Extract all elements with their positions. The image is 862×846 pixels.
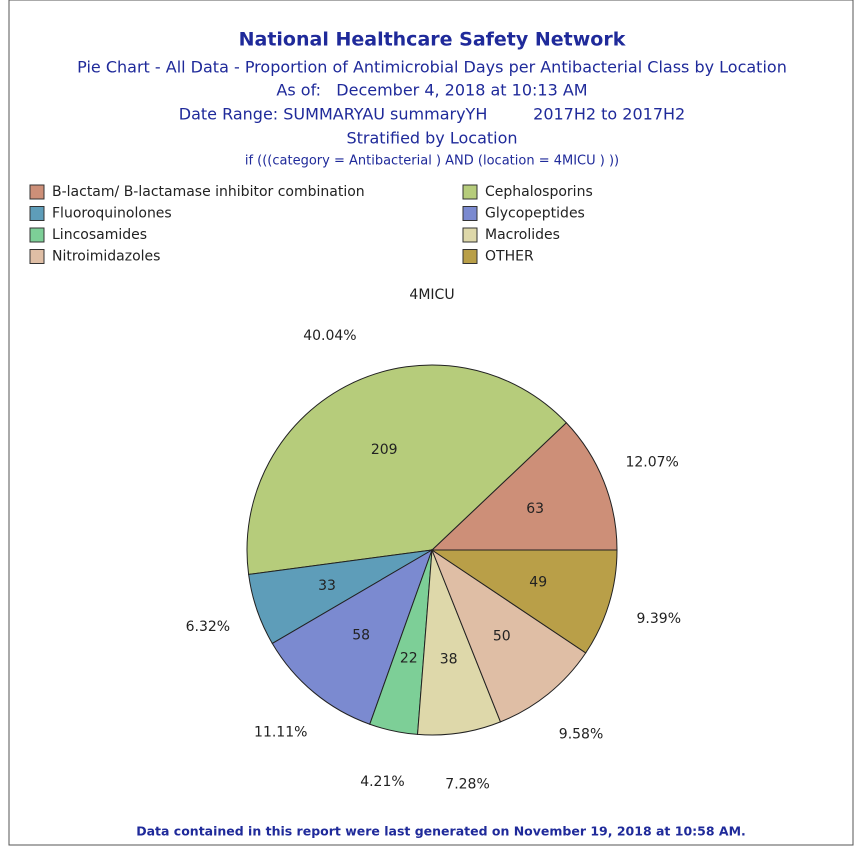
pie-title: 4MICU <box>409 287 454 303</box>
legend-label: Glycopeptides <box>485 206 585 222</box>
slice-percent-label: 9.58% <box>559 726 603 742</box>
legend-label: Cephalosporins <box>485 184 593 200</box>
slice-percent-label: 9.39% <box>637 611 681 627</box>
filter-text: if (((category = Antibacterial ) AND (lo… <box>245 154 619 169</box>
footer: Data contained in this report were last … <box>136 824 746 839</box>
subtitle: Stratified by Location <box>346 129 517 148</box>
slice-percent-label: 11.11% <box>254 724 307 740</box>
legend-label: Fluoroquinolones <box>52 206 172 222</box>
slice-percent-label: 40.04% <box>303 328 356 344</box>
legend-swatch <box>462 249 478 264</box>
slice-percent-label: 12.07% <box>625 454 678 470</box>
slice-value-label: 49 <box>529 574 547 590</box>
pie-slice <box>430 549 618 654</box>
legend-swatch <box>462 206 478 221</box>
slice-value-label: 209 <box>371 442 398 458</box>
legend-swatch <box>29 227 45 243</box>
pie-slice <box>430 422 618 551</box>
legend-swatch <box>462 227 478 243</box>
legend-label: Macrolides <box>485 227 560 243</box>
legend-swatch <box>29 184 45 200</box>
legend-swatch <box>462 184 478 200</box>
slice-percent-label: 6.32% <box>186 619 230 635</box>
slice-value-label: 22 <box>400 651 418 667</box>
subtitle: Date Range: SUMMARYAU summaryYH 2017H2 t… <box>179 105 685 124</box>
pie-slice <box>430 548 587 723</box>
slice-percent-label: 4.21% <box>360 774 404 790</box>
slice-value-label: 33 <box>318 578 336 594</box>
subtitle: As of: December 4, 2018 at 10:13 AM <box>276 81 587 100</box>
slice-value-label: 63 <box>526 501 544 517</box>
subtitle: Pie Chart - All Data - Proportion of Ant… <box>77 58 787 77</box>
slice-value-label: 58 <box>352 627 370 643</box>
legend-label: Nitroimidazoles <box>52 249 160 265</box>
legend-label: Lincosamides <box>52 227 147 243</box>
slice-percent-label: 7.28% <box>445 776 489 792</box>
legend-label: B-lactam/ B-lactamase inhibitor combinat… <box>52 184 365 200</box>
chart-title: National Healthcare Safety Network <box>239 29 626 51</box>
pie-slice <box>246 364 568 575</box>
slice-value-label: 38 <box>440 652 458 668</box>
legend-label: OTHER <box>485 249 534 265</box>
legend-swatch <box>29 249 45 264</box>
legend-swatch <box>29 206 45 221</box>
slice-value-label: 50 <box>493 628 511 644</box>
pie-slice <box>271 548 433 725</box>
